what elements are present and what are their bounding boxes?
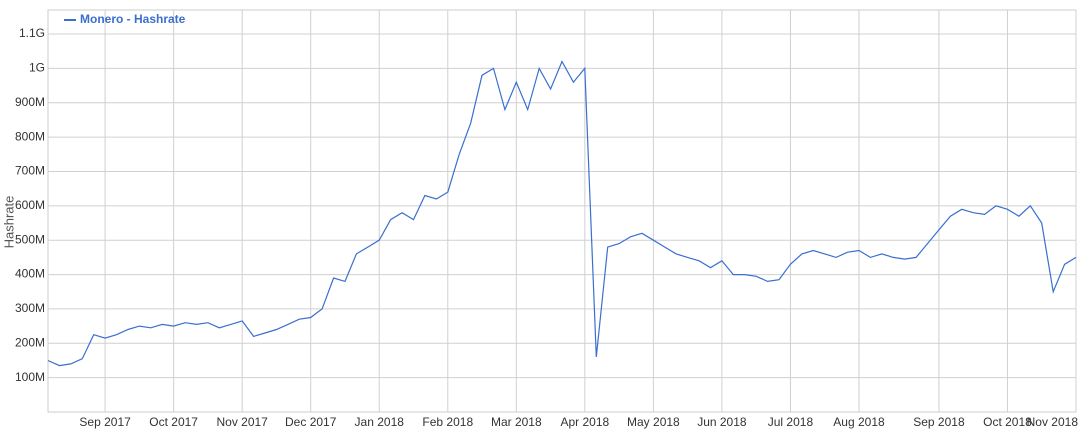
x-tick-label: Apr 2018 bbox=[560, 415, 609, 429]
x-tick-label: Sep 2018 bbox=[913, 415, 965, 429]
x-tick-label: Sep 2017 bbox=[79, 415, 131, 429]
x-tick-label: Oct 2018 bbox=[983, 415, 1032, 429]
y-tick-label: 400M bbox=[15, 267, 45, 281]
y-tick-label: 100M bbox=[15, 370, 45, 384]
legend-label: Monero - Hashrate bbox=[80, 12, 186, 26]
x-tick-label: Mar 2018 bbox=[491, 415, 542, 429]
y-tick-label: 800M bbox=[15, 129, 45, 143]
x-tick-label: May 2018 bbox=[627, 415, 680, 429]
y-axis-label: Hashrate bbox=[1, 196, 16, 249]
x-tick-label: Feb 2018 bbox=[422, 415, 473, 429]
y-tick-label: 500M bbox=[15, 232, 45, 246]
y-tick-label: 1.1G bbox=[19, 26, 45, 40]
data-line bbox=[47, 60, 1077, 367]
x-tick-label: Nov 2018 bbox=[1027, 415, 1079, 429]
plot-area bbox=[47, 9, 1077, 413]
x-tick-label: Nov 2017 bbox=[216, 415, 268, 429]
x-tick-label: Jan 2018 bbox=[355, 415, 405, 429]
x-tick-label: Dec 2017 bbox=[285, 415, 337, 429]
y-tick-label: 300M bbox=[15, 301, 45, 315]
y-tick-label: 600M bbox=[15, 198, 45, 212]
y-tick-label: 200M bbox=[15, 335, 45, 349]
x-tick-label: Oct 2017 bbox=[149, 415, 198, 429]
x-tick-label: Aug 2018 bbox=[833, 415, 885, 429]
y-tick-label: 1G bbox=[29, 61, 45, 75]
y-tick-label: 900M bbox=[15, 95, 45, 109]
x-tick-label: Jul 2018 bbox=[768, 415, 814, 429]
y-tick-label: 700M bbox=[15, 164, 45, 178]
x-tick-label: Jun 2018 bbox=[697, 415, 747, 429]
